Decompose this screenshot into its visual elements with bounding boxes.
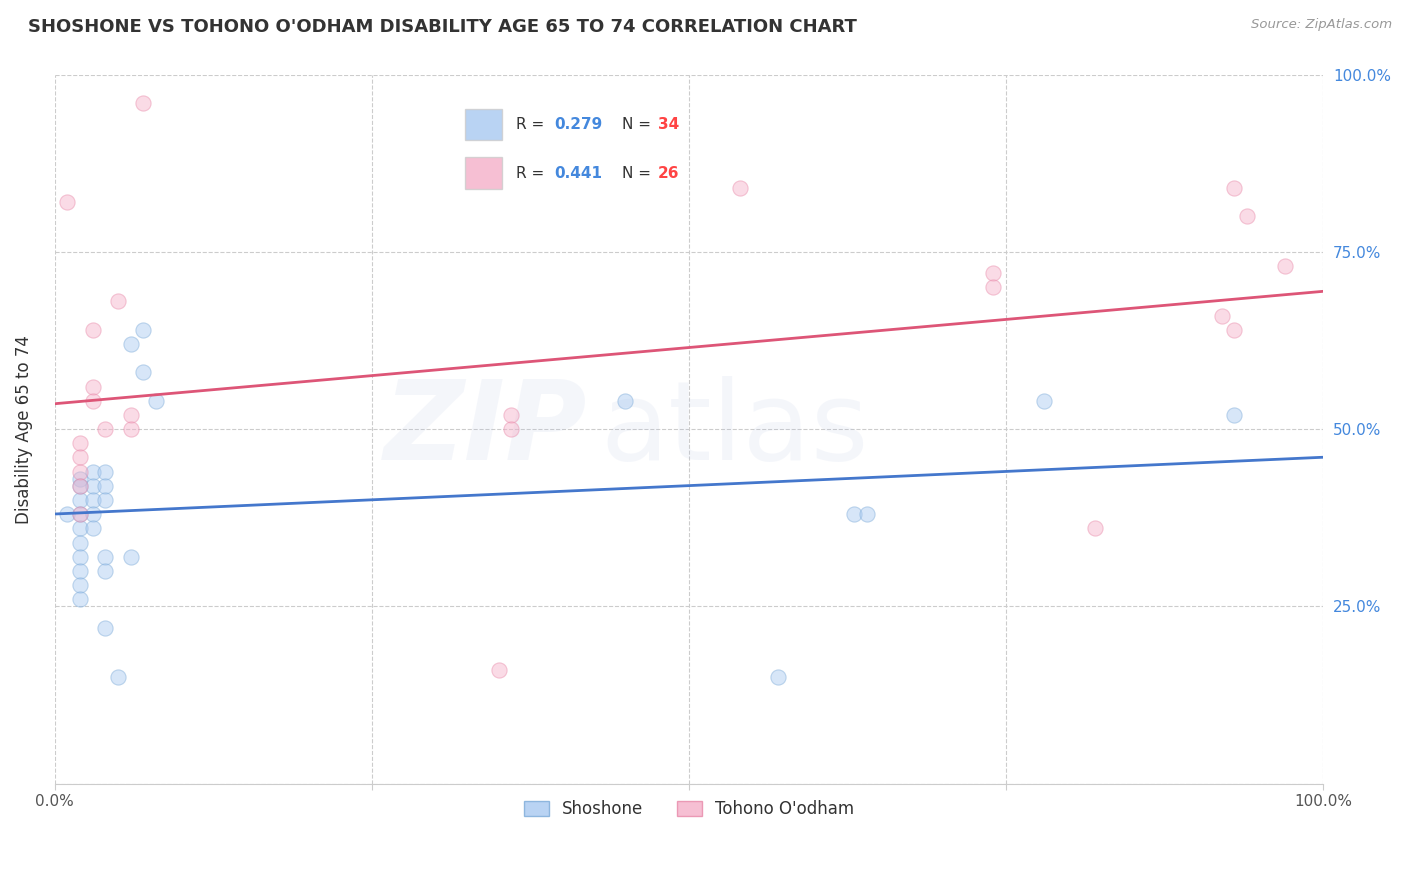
Point [69,549,91,564]
Point [120,549,142,564]
Point [94,549,117,564]
Point [56,507,79,521]
Point [69,507,91,521]
Point [120,408,142,422]
Point [1211,309,1233,323]
Point [94,479,117,493]
Point [983,280,1005,294]
Point [69,535,91,549]
Point [69,479,91,493]
Point [501,422,523,436]
Point [82,479,104,493]
Point [855,507,877,521]
Point [107,670,129,684]
Point [56,195,79,210]
Point [94,465,117,479]
Point [132,323,155,337]
Point [614,393,637,408]
Point [94,422,117,436]
Point [69,436,91,450]
Point [69,479,91,493]
Point [132,95,155,110]
Point [94,564,117,578]
Point [69,564,91,578]
Point [501,408,523,422]
Point [983,266,1005,280]
Point [82,493,104,508]
Point [94,621,117,635]
Point [766,670,789,684]
Point [120,422,142,436]
Point [82,379,104,393]
Point [1223,408,1246,422]
Point [107,294,129,309]
Point [69,578,91,592]
Point [145,393,167,408]
Point [69,507,91,521]
Point [728,181,751,195]
Point [1033,393,1056,408]
Point [132,365,155,379]
Point [69,450,91,465]
Point [1236,210,1258,224]
Point [488,663,510,677]
Point [82,521,104,535]
Point [82,393,104,408]
Point [842,507,865,521]
Point [82,323,104,337]
Text: atlas: atlas [600,376,869,483]
Y-axis label: Disability Age 65 to 74: Disability Age 65 to 74 [15,334,32,524]
Point [69,521,91,535]
Point [82,465,104,479]
Text: Source: ZipAtlas.com: Source: ZipAtlas.com [1251,18,1392,31]
Point [69,592,91,607]
Point [1223,323,1246,337]
Point [120,337,142,351]
Point [69,465,91,479]
Point [69,472,91,486]
Point [94,493,117,508]
Point [82,507,104,521]
Legend: Shoshone, Tohono O'odham: Shoshone, Tohono O'odham [517,794,860,825]
Point [69,493,91,508]
Text: ZIP: ZIP [384,376,588,483]
Point [1274,259,1296,273]
Point [1223,181,1246,195]
Text: SHOSHONE VS TOHONO O'ODHAM DISABILITY AGE 65 TO 74 CORRELATION CHART: SHOSHONE VS TOHONO O'ODHAM DISABILITY AG… [28,18,858,36]
Point [1084,521,1107,535]
